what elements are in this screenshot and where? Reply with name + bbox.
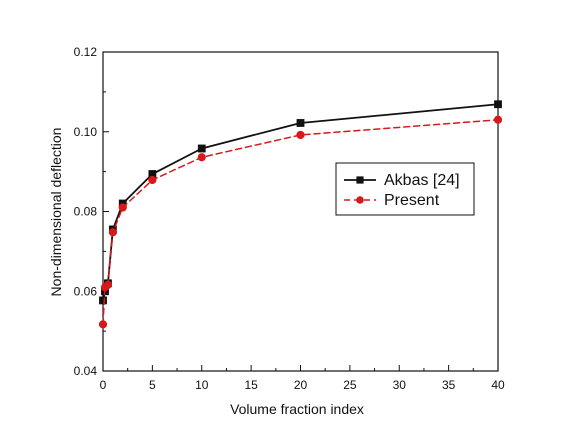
data-point-1 <box>108 228 117 237</box>
data-point-1 <box>103 280 113 289</box>
data-point-0 <box>99 296 107 305</box>
data-point-1 <box>197 153 206 162</box>
data-point-0 <box>296 119 305 127</box>
data-point-1 <box>148 175 157 185</box>
legend-box <box>335 162 475 216</box>
x-tick-label: 10 <box>195 378 209 392</box>
legend-marker-1 <box>356 196 364 204</box>
x-axis-title: Volume fraction index <box>230 401 364 417</box>
x-tick-label: 15 <box>244 378 258 392</box>
y-axis-title: Non-dimensional deflection <box>48 128 64 297</box>
legend-label-1: Present <box>384 192 440 209</box>
y-tick-label: 0.04 <box>74 364 98 378</box>
y-tick-label: 0.12 <box>74 45 98 59</box>
data-point-0 <box>197 144 206 153</box>
axes-ticks: 0 5 10 15 20 25 30 35 40 0.04 0.06 0.08 0.10 0.12 <box>74 45 505 392</box>
x-tick-label: 40 <box>491 378 505 392</box>
y-tick-label: 0.06 <box>74 284 98 298</box>
series-line-1 <box>102 119 499 326</box>
legend: Akbas [24] Present <box>335 162 475 216</box>
data-point-1 <box>296 130 305 140</box>
data-point-1 <box>98 320 108 329</box>
x-tick-label: 5 <box>149 378 156 392</box>
legend-label-0: Akbas [24] <box>384 172 460 189</box>
legend-marker-0 <box>356 176 364 184</box>
x-tick-label: 30 <box>393 378 407 392</box>
data-point-1 <box>118 203 127 212</box>
y-tick-label: 0.10 <box>74 125 98 139</box>
x-tick-label: 25 <box>343 378 357 392</box>
x-tick-label: 0 <box>100 378 107 392</box>
x-tick-label: 35 <box>442 378 456 392</box>
data-point-0 <box>494 100 502 109</box>
y-tick-label: 0.08 <box>74 205 98 219</box>
data-point-1 <box>493 115 503 124</box>
x-tick-label: 20 <box>294 378 308 392</box>
series-layer <box>98 100 503 329</box>
